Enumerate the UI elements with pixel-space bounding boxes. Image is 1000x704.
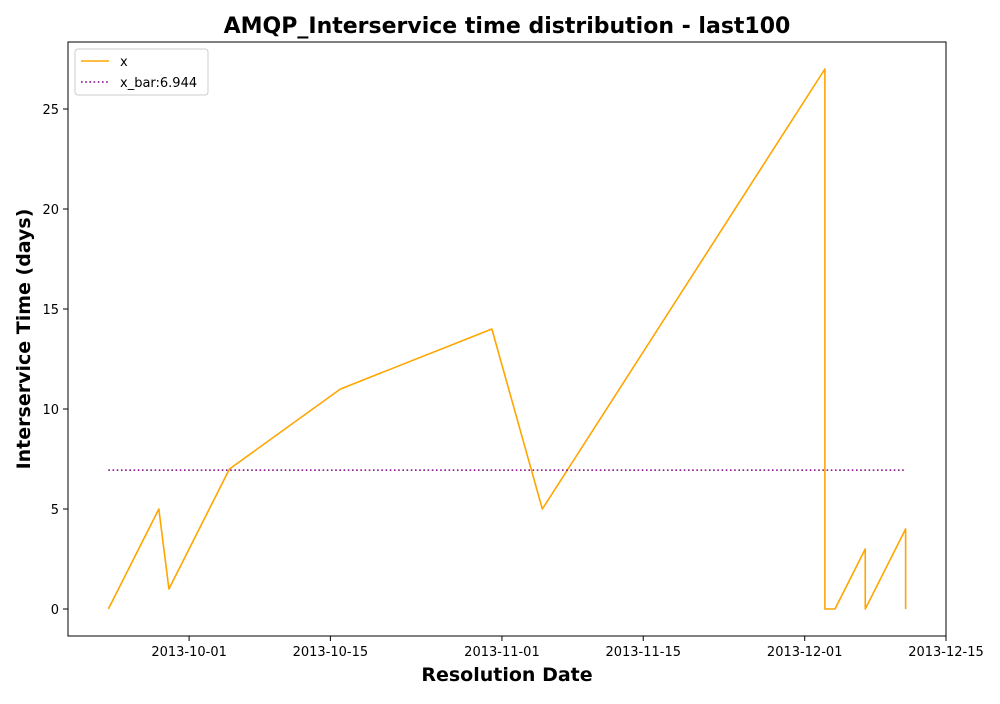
y-tick-label: 25 (42, 103, 59, 118)
x-axis-label: Resolution Date (421, 664, 592, 686)
x-tick-label: 2013-10-01 (151, 645, 227, 660)
legend-label-x: x (120, 55, 128, 70)
legend-label-x-bar: x_bar:6.944 (120, 76, 197, 91)
y-axis-label: Interservice Time (days) (13, 209, 35, 470)
y-axis-ticks: 0 5 10 15 20 25 (42, 103, 68, 618)
x-tick-label: 2013-10-15 (293, 645, 369, 660)
y-tick-label: 10 (42, 403, 59, 418)
x-tick-label: 2013-12-15 (908, 645, 984, 660)
x-axis-ticks: 2013-10-01 2013-10-15 2013-11-01 2013-11-15… (151, 636, 984, 660)
plot-frame (67, 41, 947, 637)
legend: x x_bar:6.944 (74, 48, 209, 96)
series-line-x (107, 68, 907, 610)
plot-area (107, 68, 907, 610)
chart-title: AMQP_Interservice time distribution - la… (224, 14, 791, 39)
y-tick-label: 0 (51, 603, 59, 618)
y-tick-label: 20 (42, 203, 59, 218)
x-tick-label: 2013-12-01 (767, 645, 843, 660)
y-tick-label: 5 (51, 503, 59, 518)
x-tick-label: 2013-11-01 (464, 645, 540, 660)
y-tick-label: 15 (42, 303, 59, 318)
x-tick-label: 2013-11-15 (605, 645, 681, 660)
